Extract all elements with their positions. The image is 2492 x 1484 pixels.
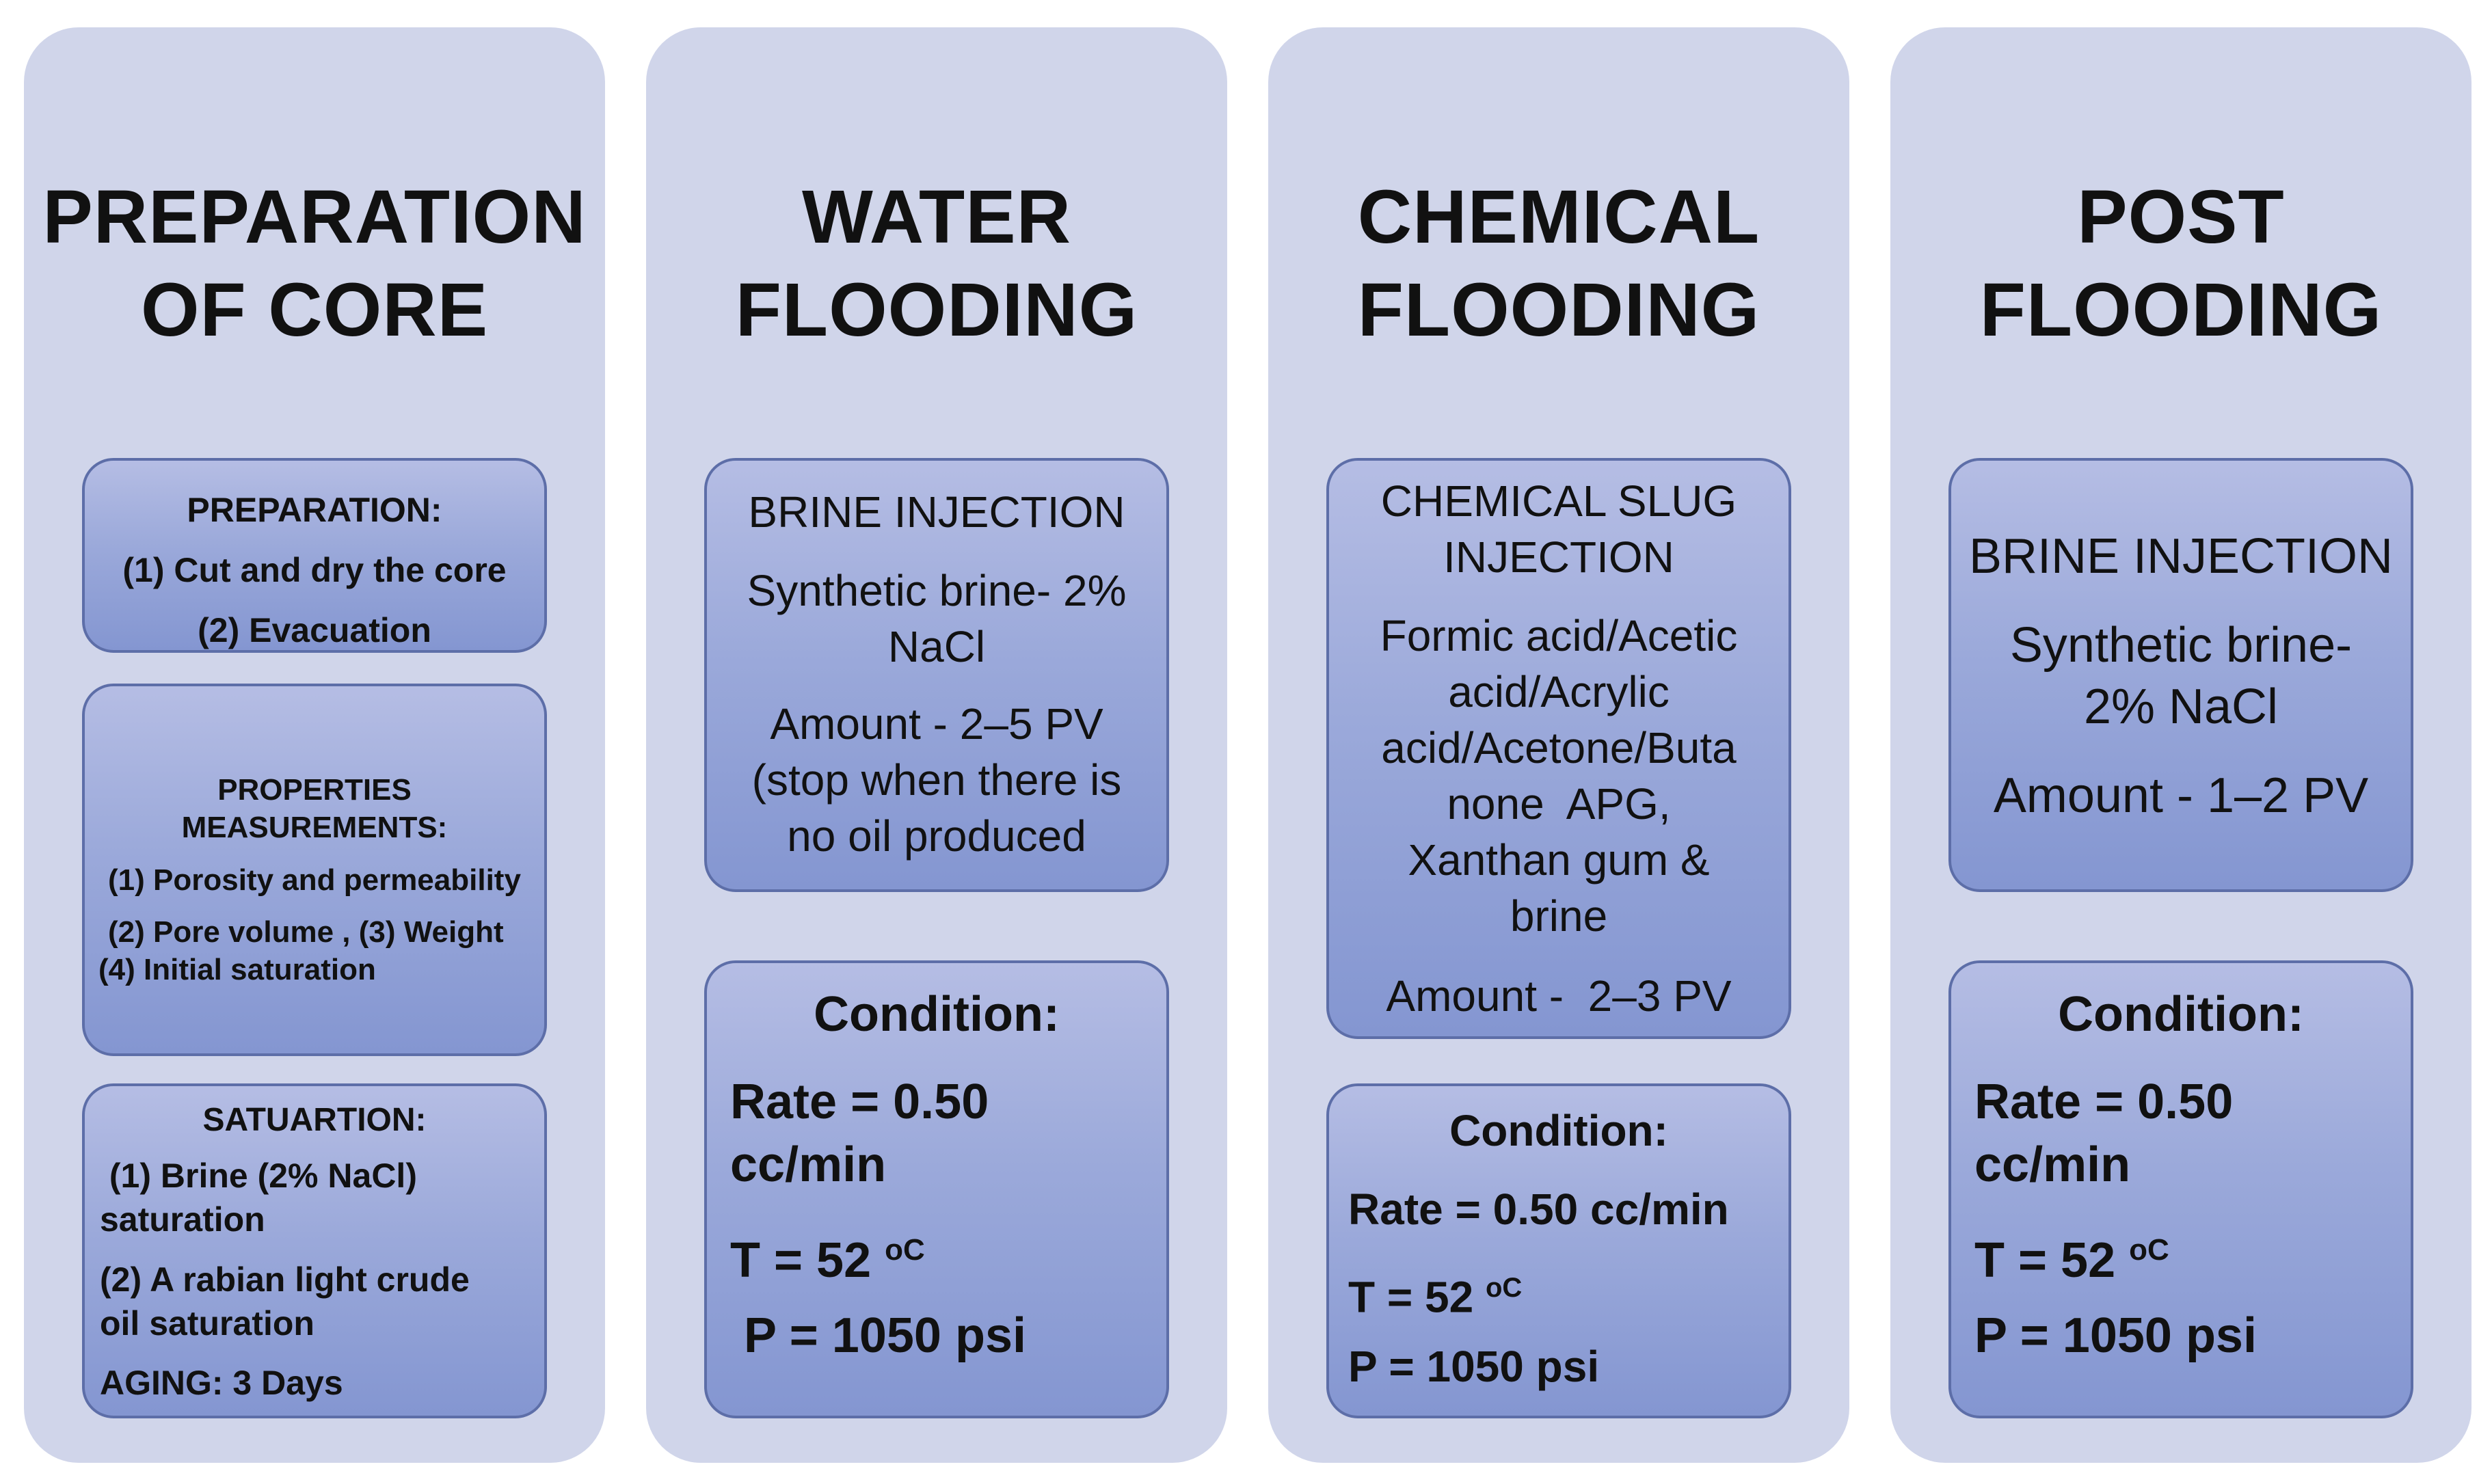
box-heading: PREPARATION: — [187, 491, 442, 529]
box-line: Rate = 0.50 — [1974, 1075, 2234, 1129]
box-line: cc/min — [1974, 1137, 2131, 1192]
condition-box: Condition: Rate = 0.50 cc/min T = 52 oC … — [704, 960, 1169, 1418]
column-title-line: FLOODING — [735, 268, 1138, 352]
box-line: none APG, — [1447, 779, 1671, 828]
box-line: Rate = 0.50 — [730, 1075, 989, 1129]
box-line: acid/Acrylic — [1448, 667, 1670, 716]
box-line: (stop when there is — [751, 755, 1122, 805]
box-line: 2% NaCl — [2083, 679, 2279, 734]
box-line: (1) Brine (2% NaCl) — [100, 1157, 417, 1195]
box-line: no oil produced — [787, 811, 1086, 861]
column-title: CHEMICAL FLOODING — [1268, 171, 1849, 357]
box-line: brine — [1510, 891, 1608, 941]
temperature-line: T = 52 oC — [1348, 1260, 1522, 1324]
column-water-flooding: WATER FLOODING BRINE INJECTION Synthetic… — [646, 27, 1227, 1463]
box-line: saturation — [100, 1200, 265, 1239]
box-line: NaCl — [887, 622, 986, 671]
condition-box: Condition: Rate = 0.50 cc/min T = 52 oC … — [1326, 1083, 1791, 1418]
box-line: acid/Acetone/Buta — [1381, 723, 1737, 772]
box-line: P = 1050 psi — [730, 1308, 1026, 1363]
preparation-box: PREPARATION: (1) Cut and dry the core (2… — [82, 458, 547, 653]
box-heading: Condition: — [814, 987, 1060, 1042]
box-heading: Condition: — [2058, 987, 2304, 1042]
column-title: POST FLOODING — [1890, 171, 2471, 357]
box-line: Formic acid/Acetic — [1380, 611, 1738, 660]
brine-injection-box: BRINE INJECTION Synthetic brine- 2% NaCl… — [704, 458, 1169, 892]
box-heading: INJECTION — [1443, 532, 1674, 582]
box-heading: CHEMICAL SLUG — [1380, 476, 1737, 526]
box-line: oil saturation — [100, 1304, 314, 1343]
box-heading: SATUARTION: — [202, 1102, 427, 1138]
temperature-value: T = 52 — [1974, 1233, 2130, 1288]
box-heading: BRINE INJECTION — [748, 487, 1125, 537]
condition-box: Condition: Rate = 0.50 cc/min T = 52 oC … — [1948, 960, 2413, 1418]
saturation-box: SATUARTION: (1) Brine (2% NaCl) saturati… — [82, 1083, 547, 1418]
temperature-line: T = 52 oC — [1974, 1219, 2169, 1291]
box-line: cc/min — [730, 1137, 887, 1192]
box-line: Amount - 2–5 PV — [770, 699, 1103, 748]
box-heading: PROPERTIES — [217, 773, 412, 807]
box-line: AGING: 3 Days — [100, 1364, 343, 1402]
column-post-flooding: POST FLOODING BRINE INJECTION Synthetic … — [1890, 27, 2471, 1463]
box-line: Synthetic brine- 2% — [747, 566, 1127, 615]
box-line: Xanthan gum & — [1408, 835, 1710, 885]
column-title-line: POST — [2077, 175, 2285, 259]
box-line: (4) Initial saturation — [98, 953, 376, 986]
temperature-line: T = 52 oC — [730, 1219, 925, 1291]
temperature-value: T = 52 — [1348, 1272, 1486, 1322]
box-line: Synthetic brine- — [2009, 618, 2353, 673]
box-line: (2) Evacuation — [198, 611, 431, 649]
box-line: (1) Porosity and permeability — [108, 863, 521, 897]
box-heading: MEASUREMENTS: — [181, 811, 448, 844]
brine-injection-box: BRINE INJECTION Synthetic brine- 2% NaCl… — [1948, 458, 2413, 892]
box-line: P = 1050 psi — [1974, 1308, 2257, 1363]
column-title: PREPARATION OF CORE — [24, 171, 605, 357]
column-title-line: CHEMICAL — [1357, 175, 1760, 259]
column-title-line: WATER — [801, 175, 1072, 259]
column-title-line: FLOODING — [1357, 268, 1760, 352]
properties-measurements-box: PROPERTIES MEASUREMENTS: (1) Porosity an… — [82, 684, 547, 1056]
column-title-line: OF CORE — [140, 268, 489, 352]
box-line: Rate = 0.50 cc/min — [1348, 1185, 1729, 1234]
box-heading: Condition: — [1449, 1106, 1668, 1155]
temperature-value: T = 52 — [730, 1233, 885, 1288]
box-line: P = 1050 psi — [1348, 1342, 1600, 1391]
degree-unit: oC — [2129, 1233, 2169, 1267]
column-title-line: PREPARATION — [42, 175, 587, 259]
column-title-line: FLOODING — [1979, 268, 2383, 352]
column-chemical-flooding: CHEMICAL FLOODING CHEMICAL SLUG INJECTIO… — [1268, 27, 1849, 1463]
column-title: WATER FLOODING — [646, 171, 1227, 357]
chemical-slug-injection-box: CHEMICAL SLUG INJECTION Formic acid/Acet… — [1326, 458, 1791, 1039]
degree-unit: oC — [885, 1233, 925, 1267]
box-line: (2) A rabian light crude — [100, 1260, 470, 1299]
column-preparation-of-core: PREPARATION OF CORE PREPARATION: (1) Cut… — [24, 27, 605, 1463]
box-line: Amount - 2–3 PV — [1386, 971, 1732, 1021]
box-heading: BRINE INJECTION — [1968, 529, 2394, 584]
box-line: (2) Pore volume , (3) Weight — [108, 915, 504, 949]
box-line: (1) Cut and dry the core — [122, 551, 507, 589]
box-line: Amount - 1–2 PV — [1993, 768, 2369, 823]
degree-unit: oC — [1486, 1273, 1523, 1303]
